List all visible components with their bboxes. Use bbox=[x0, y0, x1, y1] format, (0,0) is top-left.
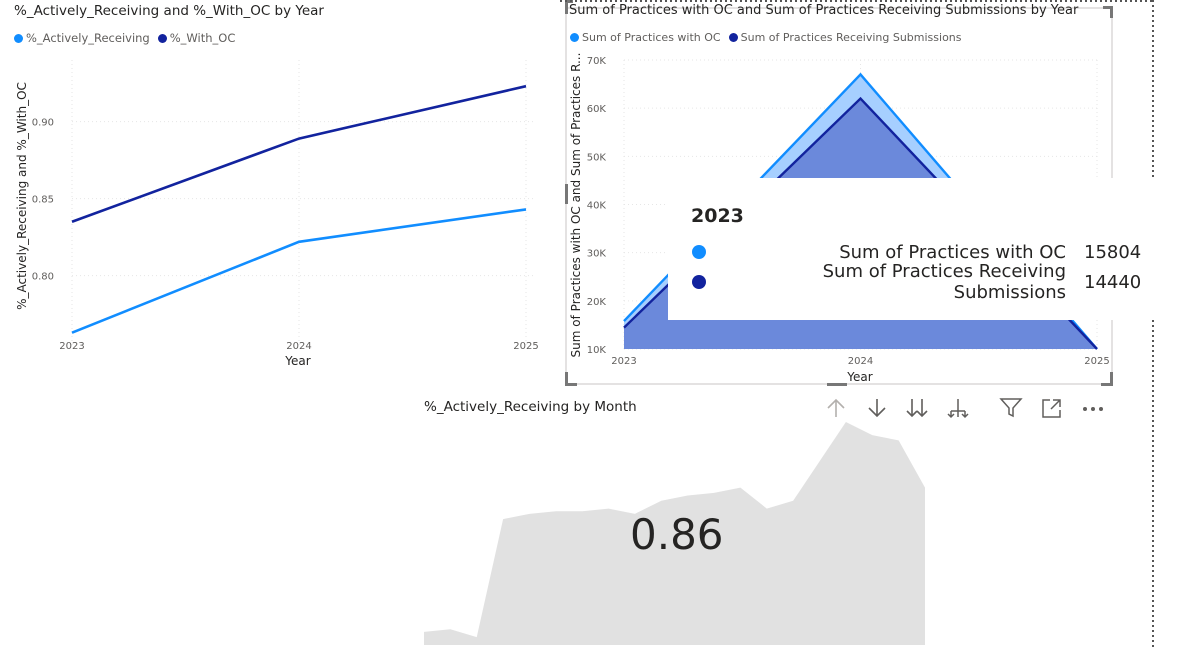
more-options-icon[interactable] bbox=[1080, 395, 1106, 421]
card-value: 0.86 bbox=[630, 510, 724, 559]
tooltip-marker-icon bbox=[692, 275, 706, 289]
legend-label: Sum of Practices Receiving Submissions bbox=[740, 31, 962, 44]
x-tick-label: 2024 bbox=[848, 356, 873, 367]
series-line-2 bbox=[71, 84, 527, 223]
line-chart-visual[interactable]: %_Actively_Receiving and %_With_OC by Ye… bbox=[0, 0, 560, 380]
kpi-card-visual[interactable]: %_Actively_Receiving by Month 0.86 bbox=[420, 392, 930, 648]
tooltip-label: Sum of Practices with OC bbox=[839, 241, 1066, 263]
tooltip-marker-icon bbox=[692, 245, 706, 259]
card-sparkline bbox=[424, 422, 925, 645]
arrow-up-icon[interactable] bbox=[823, 395, 849, 421]
tooltip-value: 14440 bbox=[1084, 271, 1142, 293]
y-tick-label: 0.85 bbox=[32, 195, 54, 206]
tooltip-row: Sum of Practices with OC 15804 bbox=[692, 237, 1142, 267]
x-tick-label: 2024 bbox=[286, 341, 311, 352]
tooltip-value: 15804 bbox=[1084, 241, 1142, 263]
y-tick-label: 60K bbox=[587, 104, 607, 115]
chart1-legend: %_Actively_Receiving %_With_OC bbox=[14, 31, 240, 45]
visual-toolbar bbox=[820, 394, 1120, 422]
legend-item-practices-receiving[interactable]: Sum of Practices Receiving Submissions bbox=[728, 31, 962, 44]
chart1-title: %_Actively_Receiving and %_With_OC by Ye… bbox=[14, 3, 324, 19]
chart1-plot: 0.80 0.85 0.90 2023 2024 2025 Year %_Actively_R… bbox=[15, 60, 539, 368]
legend-label: Sum of Practices with OC bbox=[582, 31, 721, 44]
x-axis-title: Year bbox=[284, 354, 310, 368]
chart2-tooltip: 2023 Sum of Practices with OC 15804 Sum … bbox=[668, 178, 1155, 320]
x-tick-label: 2023 bbox=[59, 341, 84, 352]
expand-hierarchy-icon[interactable] bbox=[945, 395, 971, 421]
card-title: %_Actively_Receiving by Month bbox=[424, 399, 637, 415]
legend-label: %_Actively_Receiving bbox=[26, 31, 150, 45]
tooltip-label: Sum of Practices Receiving Submissions bbox=[822, 261, 1066, 303]
y-tick-label: 50K bbox=[587, 152, 607, 163]
tooltip-row: Sum of Practices Receiving Submissions 1… bbox=[692, 261, 1142, 303]
filter-icon[interactable] bbox=[998, 394, 1024, 420]
y-tick-label: 20K bbox=[587, 297, 607, 308]
chart2-title: Sum of Practices with OC and Sum of Prac… bbox=[569, 3, 1079, 18]
legend-marker-icon bbox=[728, 33, 738, 42]
y-tick-label: 0.80 bbox=[32, 272, 54, 283]
arrow-down-icon[interactable] bbox=[864, 395, 890, 421]
focus-mode-icon[interactable] bbox=[1039, 395, 1065, 421]
series-line-1 bbox=[71, 208, 527, 334]
x-tick-label: 2025 bbox=[1084, 356, 1109, 367]
double-arrow-down-icon[interactable] bbox=[904, 395, 930, 421]
y-tick-label: 30K bbox=[587, 249, 607, 260]
y-tick-label: 70K bbox=[587, 56, 607, 67]
tooltip-rows: Sum of Practices with OC 15804 Sum of Pr… bbox=[692, 237, 1142, 303]
x-tick-label: 2025 bbox=[513, 341, 538, 352]
y-tick-label: 0.90 bbox=[32, 118, 54, 129]
y-axis-title: Sum of Practices with OC and Sum of Prac… bbox=[569, 53, 583, 358]
sparkline-area bbox=[424, 422, 925, 645]
canvas-selection-border bbox=[560, 0, 1154, 648]
legend-item-with-oc[interactable]: %_With_OC bbox=[157, 31, 236, 45]
legend-label: %_With_OC bbox=[169, 31, 236, 45]
x-axis-title: Year bbox=[846, 370, 872, 384]
y-tick-label: 10K bbox=[587, 345, 607, 356]
y-axis-title: %_Actively_Receiving and %_With_OC bbox=[15, 82, 29, 310]
tooltip-title: 2023 bbox=[691, 205, 744, 227]
legend-item-practices-with-oc[interactable]: Sum of Practices with OC bbox=[570, 31, 721, 44]
legend-item-actively-receiving[interactable]: %_Actively_Receiving bbox=[14, 31, 150, 45]
legend-marker-icon bbox=[14, 33, 23, 43]
legend-marker-icon bbox=[157, 33, 167, 43]
chart2-legend: Sum of Practices with OC Sum of Practice… bbox=[570, 31, 967, 44]
y-tick-label: 40K bbox=[587, 201, 607, 212]
x-tick-label: 2023 bbox=[611, 356, 636, 367]
legend-marker-icon bbox=[570, 33, 579, 42]
